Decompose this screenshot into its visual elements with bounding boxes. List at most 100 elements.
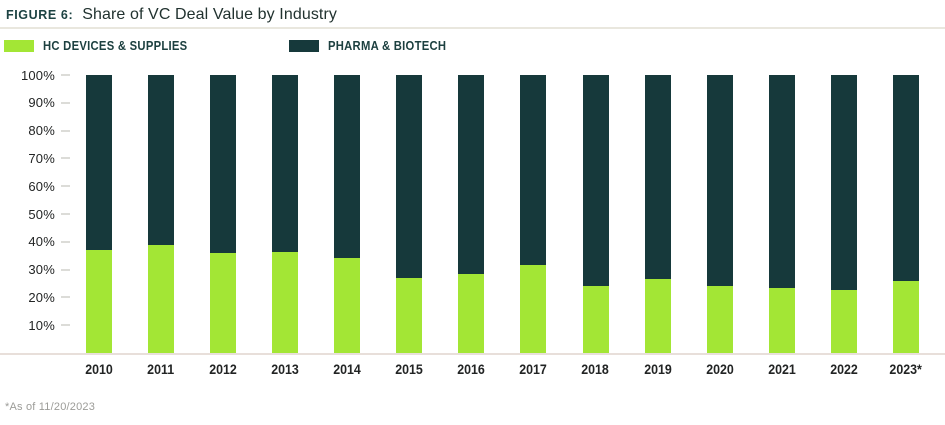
y-tick-80: 80% xyxy=(0,123,70,138)
x-axis-label-2023: 2023* xyxy=(889,362,923,377)
x-axis-label-text: 2023* xyxy=(889,362,923,377)
bar-segment-pharma-biotech xyxy=(148,75,175,245)
y-tick-50: 50% xyxy=(0,206,70,222)
figure-header: FIGURE 6: Share of VC Deal Value by Indu… xyxy=(6,6,337,24)
bars-area xyxy=(86,75,919,353)
y-tick-10: 10% xyxy=(0,317,70,333)
y-tick-dash xyxy=(61,101,70,104)
bar-segment-pharma-biotech xyxy=(86,75,112,251)
x-axis-label-text: 2011 xyxy=(147,362,175,377)
y-tick-label: 70% xyxy=(28,150,55,166)
y-tick-label: 100% xyxy=(20,67,55,83)
y-tick-60: 60% xyxy=(0,178,70,194)
bar-2020 xyxy=(706,75,733,353)
y-tick-dash xyxy=(61,129,70,132)
y-tick-dash xyxy=(61,213,70,215)
bar-segment-pharma-biotech xyxy=(458,75,485,274)
y-tick-dash xyxy=(61,74,70,76)
y-tick-label: 50% xyxy=(28,206,55,222)
y-tick-dash xyxy=(61,185,70,188)
figure-label: FIGURE 6: xyxy=(6,8,74,22)
y-tick-dash xyxy=(61,268,70,271)
y-tick-label: 40% xyxy=(28,234,55,250)
page-title: Share of VC Deal Value by Industry xyxy=(82,6,338,23)
bar-segment-hc-devices xyxy=(892,280,919,353)
x-axis-label-2019: 2019 xyxy=(643,362,672,377)
bar-2017 xyxy=(520,75,547,353)
x-axis-label-text: 2021 xyxy=(767,362,796,377)
legend-item-pharma-biotech: PHARMA & BIOTECH xyxy=(288,39,459,53)
x-axis-label-2017: 2017 xyxy=(519,362,548,377)
x-axis-label-text: 2010 xyxy=(85,362,113,377)
title-divider xyxy=(0,27,945,29)
x-axis-label-text: 2018 xyxy=(581,362,610,377)
bar-2013 xyxy=(272,75,299,353)
bar-segment-pharma-biotech xyxy=(768,75,795,288)
y-tick-20: 20% xyxy=(0,289,70,305)
bar-segment-pharma-biotech xyxy=(272,75,299,252)
bar-segment-hc-devices xyxy=(148,244,175,353)
y-tick-dash xyxy=(61,157,70,160)
y-tick-100: 100% xyxy=(0,67,70,83)
chart-legend: HC DEVICES & SUPPLIES PHARMA & BIOTECH xyxy=(4,39,459,53)
bar-segment-pharma-biotech xyxy=(396,75,423,278)
x-axis-label-text: 2013 xyxy=(271,362,300,377)
bar-segment-hc-devices xyxy=(706,286,733,353)
bar-2014 xyxy=(334,75,361,353)
x-axis-label-text: 2014 xyxy=(333,362,362,377)
y-tick-70: 70% xyxy=(0,150,70,166)
bar-2012 xyxy=(210,75,237,353)
x-axis-label-2018: 2018 xyxy=(581,362,610,377)
y-tick-dash xyxy=(61,296,70,299)
bar-segment-pharma-biotech xyxy=(520,75,547,266)
y-tick-dash xyxy=(61,240,70,243)
bar-segment-hc-devices xyxy=(272,251,299,353)
x-axis-label-2012: 2012 xyxy=(209,362,237,377)
x-axis-label-2021: 2021 xyxy=(767,362,796,377)
y-tick-30: 30% xyxy=(0,262,70,277)
y-tick-40: 40% xyxy=(0,234,70,250)
bar-2019 xyxy=(644,75,671,353)
bar-2015 xyxy=(396,75,423,353)
x-axis-label-text: 2017 xyxy=(519,362,548,377)
x-axis-label-2022: 2022 xyxy=(829,362,858,377)
bar-segment-hc-devices xyxy=(644,279,671,353)
bar-segment-hc-devices xyxy=(334,258,361,353)
bar-2022 xyxy=(830,75,857,353)
y-tick-90: 90% xyxy=(0,95,70,111)
x-axis-baseline xyxy=(0,353,945,355)
x-axis-label-2013: 2013 xyxy=(271,362,300,377)
bar-segment-pharma-biotech xyxy=(644,75,671,280)
legend-label-pharma-biotech: PHARMA & BIOTECH xyxy=(327,39,446,53)
bar-segment-hc-devices xyxy=(86,250,112,353)
bar-segment-hc-devices xyxy=(582,286,609,353)
x-axis-label-text: 2019 xyxy=(643,362,672,377)
bar-segment-hc-devices xyxy=(768,287,795,353)
x-axis-label-text: 2022 xyxy=(829,362,858,377)
y-tick-label: 10% xyxy=(28,317,55,333)
y-tick-label: 90% xyxy=(28,95,55,111)
bar-2016 xyxy=(458,75,485,353)
bar-segment-pharma-biotech xyxy=(892,75,919,281)
legend-label-hc-devices: HC DEVICES & SUPPLIES xyxy=(43,39,188,53)
bar-segment-pharma-biotech xyxy=(210,75,237,253)
x-axis-label-text: 2020 xyxy=(705,362,734,377)
x-axis-label-2010: 2010 xyxy=(85,362,113,377)
x-axis-label-text: 2012 xyxy=(209,362,237,377)
bar-segment-pharma-biotech xyxy=(582,75,609,287)
y-tick-label: 20% xyxy=(28,289,55,305)
x-axis-labels: 2010 2011 2012 2013 2014 2015 2016 2017 2018 2019… xyxy=(85,362,923,377)
x-axis-label-2015: 2015 xyxy=(395,362,423,377)
legend-swatch-hc-devices xyxy=(4,40,34,52)
x-axis-label-2011: 2011 xyxy=(147,362,175,377)
y-tick-label: 60% xyxy=(28,178,55,194)
bar-segment-pharma-biotech xyxy=(334,75,361,259)
x-axis-label-text: 2016 xyxy=(457,362,486,377)
bar-segment-hc-devices xyxy=(520,265,547,353)
bar-segment-hc-devices xyxy=(210,252,237,353)
footnote: *As of 11/20/2023 xyxy=(5,401,96,413)
y-axis: 100% 90% 80% 70% 60% 50% 40% 30% 20% 10% xyxy=(0,68,70,353)
bar-segment-hc-devices xyxy=(458,273,485,353)
x-axis-label-2020: 2020 xyxy=(705,362,734,377)
bar-segment-pharma-biotech xyxy=(830,75,857,291)
